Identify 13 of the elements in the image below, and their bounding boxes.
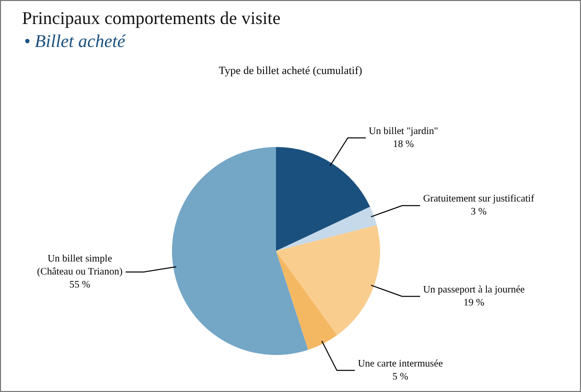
data-label: 5 % — [392, 372, 408, 383]
chart-subtitle: • Billet acheté — [24, 31, 126, 52]
text: Type de billet acheté (cumulatif) — [218, 65, 364, 77]
slice-label: Un passeport à la journée — [423, 284, 526, 296]
slice-label: Gratuitement sur justificatif — [423, 194, 535, 205]
slice-label: Une carte intermusée — [358, 358, 444, 370]
chart-title: Principaux comportements de visite — [22, 8, 280, 29]
data-label: 3 % — [470, 206, 487, 218]
slice-label: Un billet simple (Château ou Trianon) — [37, 254, 123, 278]
data-label: 55 % — [69, 280, 90, 291]
data-label: 18 % — [393, 138, 414, 150]
data-label: 19 % — [463, 298, 484, 309]
slice-label: Un billet "jardin" — [368, 126, 438, 137]
